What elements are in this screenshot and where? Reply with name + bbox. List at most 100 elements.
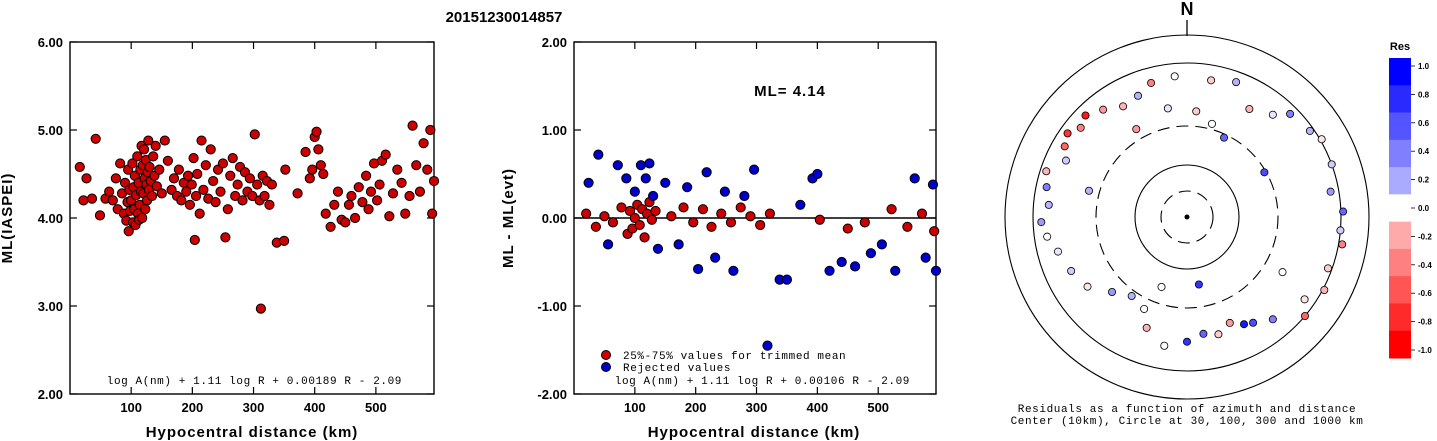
residual-point: [1245, 105, 1254, 114]
data-point: [697, 204, 709, 215]
data-point: [343, 199, 355, 210]
data-point: [814, 214, 825, 225]
data-point: [259, 190, 270, 202]
data-point: [220, 232, 231, 243]
x-tick-label: 100: [624, 400, 646, 415]
residual-point: [1336, 226, 1345, 235]
data-point: [74, 161, 85, 173]
residual-point: [1278, 268, 1287, 277]
residual-point: [1240, 320, 1249, 329]
residual-point: [1140, 304, 1149, 313]
data-point: [701, 167, 712, 178]
residual-point: [1300, 311, 1309, 320]
data-point: [392, 164, 403, 175]
residual-point: [1054, 247, 1063, 256]
formula-label: log A(nm) + 1.11 log R + 0.00189 R - 2.0…: [107, 376, 402, 388]
y-tick-label: 6.00: [38, 35, 63, 50]
colorbar-cell: [1389, 276, 1411, 304]
data-point: [94, 210, 106, 221]
data-point: [640, 173, 651, 184]
data-point: [280, 164, 291, 175]
x-axis-label: Hypocentral distance (km): [146, 424, 359, 441]
data-point: [148, 151, 159, 162]
colorbar-cell: [1389, 139, 1411, 168]
x-tick-label: 500: [867, 400, 889, 415]
residual-point: [1260, 168, 1269, 177]
data-point: [688, 217, 699, 228]
residual-point: [1326, 187, 1335, 196]
data-point: [929, 226, 940, 237]
data-point: [123, 226, 134, 237]
range-circle-10km: [1160, 190, 1214, 244]
residual-point: [1147, 78, 1156, 87]
formula-label: log A(nm) + 1.11 log R + 0.00106 R - 2.0…: [615, 376, 910, 388]
residual-point: [1249, 318, 1258, 327]
data-point: [624, 205, 636, 217]
residual-point: [1207, 119, 1216, 128]
data-point: [188, 153, 199, 164]
legend-label-rejected: Rejected values: [623, 363, 731, 375]
data-point: [612, 160, 623, 171]
residual-point: [1214, 330, 1223, 339]
data-point: [400, 208, 411, 219]
residual-point: [1060, 142, 1069, 151]
data-point: [414, 186, 426, 197]
residual-point: [1220, 133, 1229, 142]
residual-point: [1044, 200, 1053, 209]
data-point: [146, 190, 158, 202]
data-point: [279, 235, 290, 246]
data-point: [583, 177, 594, 188]
data-point: [682, 182, 693, 193]
colorbar-cell: [1389, 58, 1411, 86]
data-point: [320, 208, 331, 219]
residual-point: [1061, 156, 1070, 165]
data-point: [266, 179, 277, 190]
data-point: [159, 135, 170, 146]
data-point: [86, 193, 98, 204]
data-point: [920, 252, 931, 263]
data-point: [311, 126, 322, 137]
residual-point: [1081, 111, 1090, 120]
data-point: [602, 239, 614, 250]
data-point: [200, 160, 211, 171]
data-point: [176, 195, 187, 206]
colorbar-tick-label: 0.6: [1418, 119, 1430, 128]
data-point: [372, 195, 383, 206]
data-point: [190, 190, 202, 202]
residual-point: [1317, 135, 1326, 144]
residual-point: [1338, 240, 1347, 249]
data-point: [428, 175, 440, 187]
data-point: [300, 146, 311, 158]
colorbar-title: Res: [1390, 41, 1410, 53]
data-point: [127, 158, 138, 169]
residual-point: [1232, 78, 1241, 87]
residual-point: [1083, 282, 1092, 291]
x-tick-label: 200: [685, 400, 707, 415]
data-point: [232, 179, 243, 190]
data-point: [859, 217, 870, 228]
residual-point: [1194, 280, 1203, 289]
data-point: [217, 158, 229, 169]
data-point: [886, 204, 897, 215]
data-point: [138, 144, 150, 155]
data-point: [384, 211, 395, 222]
data-point: [849, 261, 861, 272]
data-point: [205, 144, 216, 155]
residual-point: [1119, 102, 1128, 111]
data-point: [812, 168, 823, 180]
data-point: [755, 219, 766, 231]
data-point: [104, 186, 115, 197]
data-point: [156, 188, 167, 199]
residual-point: [1268, 315, 1277, 324]
data-point: [673, 239, 684, 250]
data-point: [387, 188, 399, 199]
data-point: [150, 140, 161, 151]
legend-label-trimmed: 25%-75% values for trimmed mean: [623, 351, 846, 363]
residual-point: [1157, 282, 1166, 291]
x-tick-label: 100: [120, 400, 142, 415]
residual-point: [1067, 267, 1076, 276]
data-point: [425, 124, 436, 136]
y-axis-label: ML(IASPEI): [0, 173, 16, 264]
residual-point: [1268, 110, 1277, 119]
data-point: [181, 186, 192, 197]
